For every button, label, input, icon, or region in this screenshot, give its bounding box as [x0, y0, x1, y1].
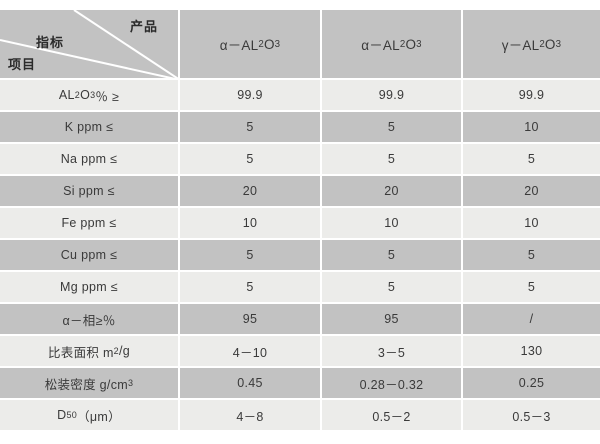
- row-label-cell: Fe ppm ≤: [0, 208, 180, 240]
- column-header-3-sub2: 3: [555, 38, 562, 50]
- table-row: Na ppm ≤5 5 5: [0, 144, 600, 176]
- column-header-1-sub1: 2: [258, 38, 264, 50]
- row-value-cell: 95: [180, 304, 322, 336]
- row-value-cell: 95: [322, 304, 463, 336]
- table-row: Fe ppm ≤10 10 10: [0, 208, 600, 240]
- column-header-1-mid: O: [263, 36, 275, 52]
- column-header-3-prefix: γ－AL: [501, 38, 540, 53]
- table-row: Si ppm ≤20 20 20: [0, 176, 600, 208]
- column-header-2-mid: O: [405, 36, 417, 52]
- column-header-3-sub1: 2: [539, 38, 545, 50]
- row-label-cell: Si ppm ≤: [0, 176, 180, 208]
- table-row: Mg ppm ≤5 5 5: [0, 272, 600, 304]
- row-value-cell: 0.45: [180, 368, 322, 400]
- corner-label-item: 项目: [8, 57, 37, 72]
- row-value-cell: 5: [463, 272, 600, 304]
- row-value-cell: 10: [322, 208, 463, 240]
- row-value-cell: 5: [180, 272, 322, 304]
- row-value-cell: 10: [180, 208, 322, 240]
- column-header-2-sub2: 3: [416, 38, 422, 50]
- corner-label-product: 产品: [129, 19, 158, 34]
- row-value-cell: 10: [463, 112, 600, 144]
- row-value-cell: 20: [180, 176, 322, 208]
- table-row: AL 2 O 3 ％ ≥99.9 99.9 99.9: [0, 80, 600, 112]
- row-value-cell: 20: [463, 176, 600, 208]
- table-row: Cu ppm ≤5 5 5: [0, 240, 600, 272]
- row-label-cell: Na ppm ≤: [0, 144, 180, 176]
- row-value-cell: 5: [180, 144, 322, 176]
- row-label-cell: α－相≥％: [0, 304, 180, 336]
- table-row: α－相≥％ 95 95/: [0, 304, 600, 336]
- column-header-2-prefix: α－AL: [361, 38, 400, 53]
- column-header-2-sub1: 2: [399, 38, 406, 50]
- row-value-cell: 99.9: [463, 80, 600, 112]
- row-value-cell: 99.9: [180, 80, 322, 112]
- table-row: 比表面积 m 2/g 4－10 3－5 130: [0, 336, 600, 368]
- row-label-cell: K ppm ≤: [0, 112, 180, 144]
- column-header-1-sub2: 3: [274, 38, 281, 50]
- row-label-cell: Mg ppm ≤: [0, 272, 180, 304]
- row-label-cell: AL 2 O 3 ％ ≥: [0, 80, 180, 112]
- row-value-cell: 5: [463, 144, 600, 176]
- row-value-cell: 0.25: [463, 368, 600, 400]
- table-body: AL 2 O 3 ％ ≥99.9 99.9 99.9 K ppm ≤5 5 10 Na ppm ≤5…: [0, 80, 600, 432]
- column-header-1-prefix: α－AL: [219, 38, 259, 53]
- column-header-3: γ－AL 2 O 3: [463, 10, 600, 80]
- row-label-cell: D 50 （μm）: [0, 400, 180, 432]
- row-value-cell: 5: [463, 240, 600, 272]
- row-value-cell: 4－8: [180, 400, 322, 432]
- row-value-cell: 5: [322, 144, 463, 176]
- row-value-cell: 5: [322, 272, 463, 304]
- row-value-cell: 0.5－2: [322, 400, 463, 432]
- header-corner-cell: 产品 指标 项目: [0, 10, 180, 80]
- row-label-cell: Cu ppm ≤: [0, 240, 180, 272]
- table-row: K ppm ≤5 5 10: [0, 112, 600, 144]
- row-value-cell: 20: [322, 176, 463, 208]
- row-value-cell: 5: [322, 240, 463, 272]
- row-label-cell: 松装密度 g/cm 3: [0, 368, 180, 400]
- row-value-cell: 99.9: [322, 80, 463, 112]
- corner-diagonal-lines: [0, 10, 178, 78]
- specification-table: 产品 指标 项目 α－AL 2 O 3 α－AL 2 O 3 γ－AL 2 O 3 AL 2 O 3 ％ …: [0, 10, 600, 432]
- row-value-cell: 0.5－3: [463, 400, 600, 432]
- column-header-3-mid: O: [544, 36, 556, 52]
- corner-label-index: 指标: [36, 35, 65, 50]
- row-value-cell: 3－5: [322, 336, 463, 368]
- row-value-cell: 130: [463, 336, 600, 368]
- table-row: 松装密度 g/cm 3 0.45 0.28－0.32 0.25: [0, 368, 600, 400]
- row-value-cell: /: [463, 304, 600, 336]
- row-value-cell: 10: [463, 208, 600, 240]
- table-row: D 50 （μm） 4－8 0.5－2 0.5－3: [0, 400, 600, 432]
- table-header-row: 产品 指标 项目 α－AL 2 O 3 α－AL 2 O 3 γ－AL 2 O 3: [0, 10, 600, 80]
- column-header-1: α－AL 2 O 3: [180, 10, 322, 80]
- row-value-cell: 5: [180, 112, 322, 144]
- row-value-cell: 0.28－0.32: [322, 368, 463, 400]
- row-value-cell: 4－10: [180, 336, 322, 368]
- row-label-cell: 比表面积 m 2/g: [0, 336, 180, 368]
- row-value-cell: 5: [180, 240, 322, 272]
- row-value-cell: 5: [322, 112, 463, 144]
- column-header-2: α－AL 2 O 3: [322, 10, 463, 80]
